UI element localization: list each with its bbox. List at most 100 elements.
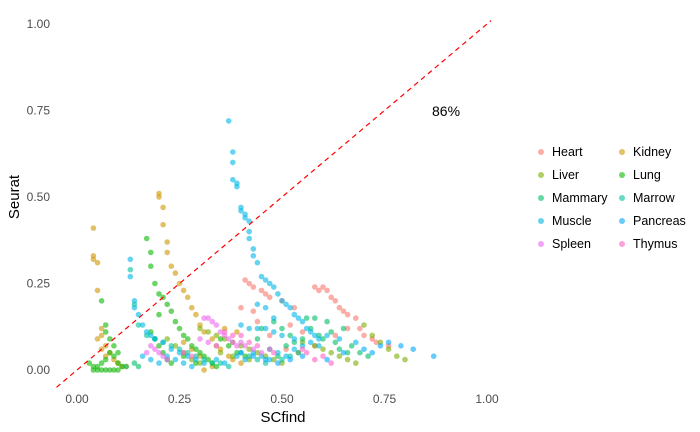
point-liver-22 [353,360,359,366]
y-axis-title: Seurat [6,174,23,219]
point-pancreas-0 [238,349,244,356]
point-muscle-74 [180,360,187,366]
point-muscle-34 [131,304,138,311]
point-liver-27 [394,353,400,360]
point-thymus-2 [238,332,244,339]
point-muscle-78 [271,315,277,321]
point-marrow-0 [127,266,134,273]
point-spleen-12 [230,339,236,346]
point-mammary-3 [258,325,265,332]
point-heart-11 [324,287,330,294]
point-muscle-62 [291,336,298,342]
point-muscle-68 [353,339,359,346]
point-mammary-8 [299,336,306,342]
point-muscle-1 [230,149,236,155]
point-lung-17 [98,367,105,373]
point-kidney-3 [94,259,101,266]
point-mammary-26 [295,349,302,356]
point-muscle-19 [271,284,277,290]
x-tick-label-3: 0.75 [373,392,397,406]
point-heart-32 [250,308,257,315]
point-lung-18 [102,367,109,373]
point-muscle-35 [135,311,142,318]
point-lung-24 [152,280,158,287]
point-spleen-13 [234,343,240,349]
point-muscle-46 [213,356,220,363]
point-muscle-33 [131,298,138,304]
point-heart-5 [266,294,273,301]
point-muscle-32 [127,273,134,280]
point-pancreas-9 [369,349,376,356]
legend-item-heart: Heart [538,145,583,159]
point-lung-10 [102,322,109,328]
point-muscle-3 [230,176,236,183]
point-muscle-58 [254,325,261,332]
point-heart-3 [258,287,265,294]
point-muscle-43 [184,353,191,360]
legend-item-spleen: Spleen [538,237,591,251]
legend-label-mammary: Mammary [552,191,608,205]
point-spleen-22 [213,343,220,349]
point-mammary-14 [336,346,343,353]
point-mammary-15 [344,349,351,356]
legend-label-spleen: Spleen [552,237,591,251]
point-pancreas-1 [250,353,257,360]
point-spleen-15 [242,343,248,349]
point-lung-5 [107,349,113,356]
point-spleen-18 [266,346,273,353]
point-liver-15 [197,360,203,366]
point-mammary-25 [340,325,347,332]
point-liver-20 [336,353,343,360]
point-muscle-69 [139,353,146,360]
point-kidney-17 [156,194,162,200]
point-marrow-16 [254,356,261,363]
point-liver-6 [246,346,252,353]
y-tick-label-2: 0.50 [27,190,51,204]
point-kidney-13 [94,336,101,342]
point-marrow-13 [225,363,232,370]
legend-marker-pancreas [619,218,625,224]
point-liver-9 [271,356,277,363]
legend-label-liver: Liver [552,168,579,182]
point-lung-45 [168,360,175,366]
point-thymus-7 [312,356,318,363]
point-muscle-55 [291,346,298,353]
point-muscle-22 [283,301,289,308]
point-lung-13 [111,343,117,349]
point-pancreas-12 [398,343,404,349]
point-mammary-24 [324,318,330,325]
legend-item-lung: Lung [619,168,661,182]
legend-item-mammary: Mammary [538,191,608,205]
point-liver-19 [328,349,335,356]
point-muscle-66 [324,332,330,339]
point-spleen-21 [205,339,211,346]
point-thymus-9 [189,353,195,360]
legend-item-pancreas: Pancreas [619,214,686,228]
point-spleen-16 [250,346,257,353]
point-muscle-37 [143,329,150,335]
point-muscle-42 [176,349,183,356]
point-heart-18 [357,325,363,332]
point-heart-16 [344,311,351,318]
point-muscle-49 [242,356,248,363]
legend-item-liver: Liver [538,168,579,182]
point-muscle-26 [299,318,306,325]
point-spleen-7 [209,318,216,325]
point-heart-29 [344,325,351,332]
point-muscle-9 [242,215,248,221]
point-thymus-1 [230,332,236,339]
point-pancreas-11 [385,339,392,346]
point-kidney-6 [98,332,105,339]
point-spleen-0 [148,343,154,349]
points-layer [86,118,437,373]
point-liver-1 [205,329,211,335]
point-muscle-27 [303,325,310,332]
legend-marker-thymus [619,241,625,247]
point-kidney-19 [160,221,166,228]
legend-label-thymus: Thymus [633,237,677,251]
point-mammary-5 [279,325,285,332]
point-liver-7 [254,349,261,356]
point-pancreas-14 [430,353,437,360]
point-liver-23 [361,322,367,328]
